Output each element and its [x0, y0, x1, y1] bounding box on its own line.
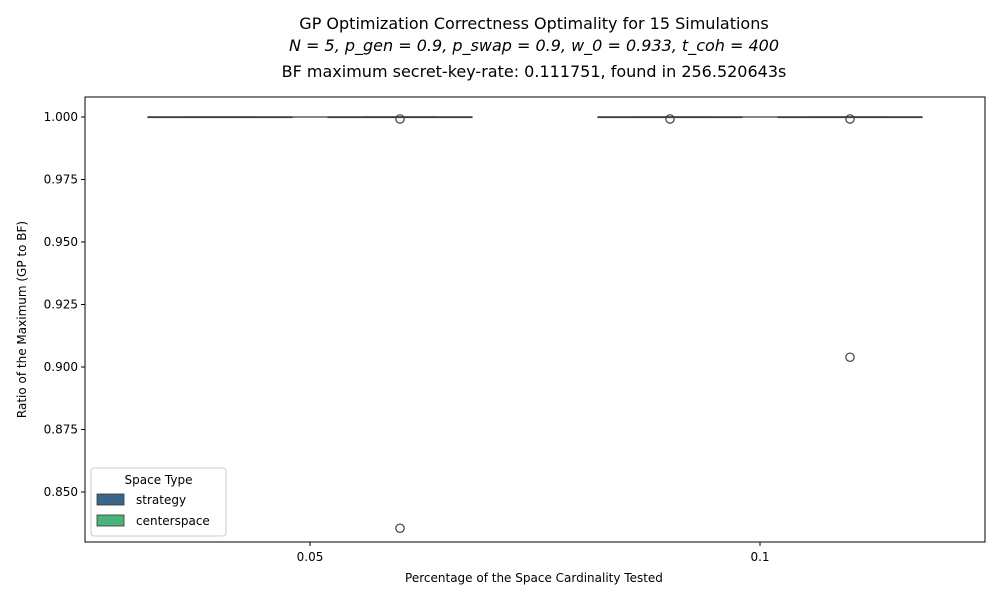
outlier-point: [395, 114, 405, 124]
y-tick-label: 1.000: [44, 110, 78, 124]
box-centerspace-0.1: [777, 114, 923, 363]
chart-subtitle: N = 5, p_gen = 0.9, p_swap = 0.9, w_0 = …: [289, 36, 779, 56]
y-tick-label: 0.900: [44, 360, 78, 374]
y-axis-label: Ratio of the Maximum (GP to BF): [15, 221, 29, 418]
outlier-point: [395, 523, 405, 534]
y-tick-label: 0.975: [44, 173, 78, 187]
x-axis-label: Percentage of the Space Cardinality Test…: [405, 571, 663, 585]
box-centerspace-0.05: [327, 114, 473, 534]
chart-title: GP Optimization Correctness Optimality f…: [299, 14, 768, 33]
y-axis: 0.850 0.875 0.900 0.925 0.950 0.975 1.000: [44, 110, 85, 499]
chart-subtitle-brute-force: BF maximum secret-key-rate: 0.111751, fo…: [282, 62, 787, 81]
y-tick-label: 0.925: [44, 298, 78, 312]
legend-swatch-centerspace: [96, 514, 125, 527]
x-tick-label: 0.1: [750, 550, 769, 564]
legend-label-centerspace: centerspace: [136, 514, 210, 528]
outlier-point: [665, 114, 675, 124]
box-strategy-0.1: [597, 114, 743, 124]
x-axis: 0.05 0.1: [297, 542, 770, 564]
legend-frame: [90, 467, 227, 537]
legend-title: Space Type: [125, 473, 193, 487]
outlier-point: [845, 114, 855, 124]
y-tick-label: 0.850: [44, 485, 78, 499]
y-tick-label: 0.875: [44, 423, 78, 437]
legend: Space Type strategy centerspace: [90, 467, 227, 537]
legend-label-strategy: strategy: [136, 493, 186, 507]
legend-swatch-strategy: [96, 493, 125, 506]
outlier-point: [845, 352, 855, 363]
y-tick-label: 0.950: [44, 235, 78, 249]
plot-frame: [84, 96, 986, 543]
x-tick-label: 0.05: [297, 550, 324, 564]
plot-area: [147, 114, 923, 534]
